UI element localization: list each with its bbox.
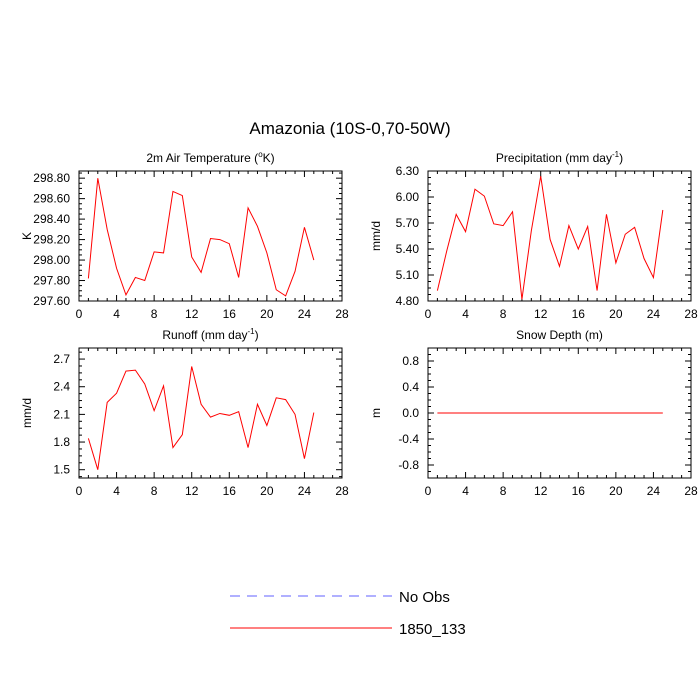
x-tick-label: 16 <box>223 307 237 321</box>
series-line-runoff <box>87 366 315 470</box>
y-tick-label: 5.10 <box>396 268 420 282</box>
x-tick-label: 8 <box>500 484 507 498</box>
x-tick-label: 20 <box>609 484 623 498</box>
x-tick-label: 12 <box>185 484 199 498</box>
x-tick-label: 0 <box>425 484 432 498</box>
panel-title-tail: K) <box>263 151 275 165</box>
y-tick-label: 298.00 <box>33 253 70 267</box>
x-tick-label: 16 <box>572 484 586 498</box>
y-tick-label: 0.4 <box>402 380 419 394</box>
y-axis-label: m <box>369 408 383 418</box>
panel-title-main: Precipitation (mm day <box>496 151 612 165</box>
x-tick-label: 0 <box>76 307 83 321</box>
y-tick-label: 1.5 <box>53 463 70 477</box>
y-tick-label: 0.8 <box>402 354 419 368</box>
legend-label-1850-133: 1850_133 <box>399 621 466 638</box>
panel-title-superscript: -1 <box>248 327 256 336</box>
x-tick-label: 4 <box>113 307 120 321</box>
panel-title-superscript: -1 <box>612 150 620 159</box>
x-tick-label: 28 <box>335 484 349 498</box>
y-axis-label: mm/d <box>369 221 383 251</box>
y-tick-label: 298.40 <box>33 212 70 226</box>
y-tick-label: 5.40 <box>396 242 420 256</box>
legend-label-no-obs: No Obs <box>399 589 450 606</box>
figure-title: Amazonia (10S-0,70-50W) <box>249 119 450 138</box>
x-tick-label: 20 <box>260 307 274 321</box>
panels-group: 2m Air Temperature (oK) K 0 4 8 12 16 20 24 28 297… <box>20 150 698 498</box>
x-tick-label: 24 <box>298 307 312 321</box>
y-tick-label: 2.4 <box>53 380 70 394</box>
y-tick-label: 1.8 <box>53 435 70 449</box>
series-line-pr <box>436 176 664 300</box>
panel-snd: Snow Depth (m) m 0 4 8 12 16 20 24 28 -0.8 -0.4 0.0 0… <box>369 328 698 498</box>
x-tick-label: 12 <box>534 484 548 498</box>
y-tick-label: 5.70 <box>396 216 420 230</box>
x-tick-label: 24 <box>647 307 661 321</box>
legend: No Obs 1850_133 <box>230 589 466 638</box>
y-tick-label: 0.0 <box>402 406 419 420</box>
x-tick-label: 20 <box>260 484 274 498</box>
panel-title-tail: ) <box>255 328 259 342</box>
panel-title-main: Runoff (mm day <box>162 328 247 342</box>
x-tick-label: 0 <box>425 307 432 321</box>
x-tick-label: 8 <box>500 307 507 321</box>
panel-runoff: Runoff (mm day-1) mm/d 0 4 8 12 16 20 24 28 1.5 1.8… <box>20 327 349 498</box>
panel-title-main: Snow Depth (m) <box>516 328 603 342</box>
y-tick-label: 298.60 <box>33 192 70 206</box>
x-tick-label: 24 <box>298 484 312 498</box>
series-line-tas <box>87 178 315 297</box>
x-tick-label: 12 <box>534 307 548 321</box>
y-tick-label: 298.20 <box>33 233 70 247</box>
panel-title-tail: ) <box>619 151 623 165</box>
panel-title-superscript: o <box>258 150 263 159</box>
x-tick-label: 16 <box>572 307 586 321</box>
x-tick-label: 8 <box>151 484 158 498</box>
y-axis-label: mm/d <box>20 398 34 428</box>
panel-tas: 2m Air Temperature (oK) K 0 4 8 12 16 20 24 28 297… <box>20 150 349 321</box>
x-tick-label: 0 <box>76 484 83 498</box>
x-tick-label: 24 <box>647 484 661 498</box>
x-tick-label: 28 <box>335 307 349 321</box>
panel-title: Runoff (mm day-1) <box>162 327 258 342</box>
y-tick-label: -0.8 <box>398 458 419 472</box>
x-tick-label: 4 <box>462 307 469 321</box>
x-tick-label: 8 <box>151 307 158 321</box>
panel-title: Precipitation (mm day-1) <box>496 150 623 165</box>
x-tick-label: 20 <box>609 307 623 321</box>
y-axis-label: K <box>20 232 34 240</box>
x-tick-label: 28 <box>684 484 698 498</box>
x-tick-label: 16 <box>223 484 237 498</box>
x-tick-label: 4 <box>462 484 469 498</box>
y-tick-label: 298.80 <box>33 171 70 185</box>
panel-title: 2m Air Temperature (oK) <box>146 150 274 165</box>
y-tick-label: 6.30 <box>396 164 420 178</box>
panel-title-main: 2m Air Temperature ( <box>146 151 258 165</box>
x-tick-label: 28 <box>684 307 698 321</box>
y-tick-label: 2.1 <box>53 407 70 421</box>
y-tick-label: -0.4 <box>398 432 419 446</box>
y-tick-label: 4.80 <box>396 294 420 308</box>
x-tick-label: 4 <box>113 484 120 498</box>
y-tick-label: 6.00 <box>396 190 420 204</box>
y-tick-label: 2.7 <box>53 352 70 366</box>
y-tick-label: 297.80 <box>33 274 70 288</box>
panel-pr: Precipitation (mm day-1) mm/d 0 4 8 12 16 20 24 2… <box>369 150 698 321</box>
y-tick-label: 297.60 <box>33 294 70 308</box>
x-tick-label: 12 <box>185 307 199 321</box>
panel-title: Snow Depth (m) <box>516 328 603 342</box>
